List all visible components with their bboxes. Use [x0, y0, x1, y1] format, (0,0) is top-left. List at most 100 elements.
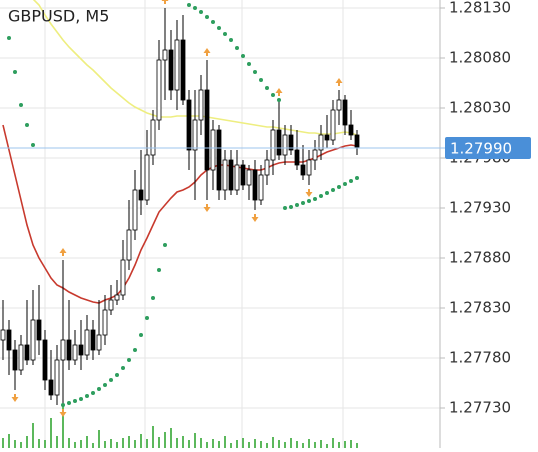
y-tick-label: 1.28080	[449, 49, 511, 67]
sar-dot	[115, 373, 119, 377]
sar-dot	[187, 3, 191, 7]
ma-line	[32, 0, 358, 136]
sar-dot	[331, 188, 335, 192]
candle-body	[216, 129, 222, 191]
volume-bar	[200, 438, 202, 448]
volume-bar	[44, 440, 46, 448]
volume-bar	[170, 428, 172, 448]
candle-body	[12, 349, 18, 371]
volume-bar	[68, 438, 70, 448]
candle-body	[306, 159, 312, 176]
sar-dot	[91, 391, 95, 395]
candle-body	[54, 359, 60, 396]
sar-dot	[13, 70, 17, 74]
sar-dot	[289, 205, 293, 209]
sar-dot	[67, 401, 71, 405]
candle-body	[234, 164, 240, 191]
sar-dot	[121, 366, 125, 370]
candle-body	[0, 329, 6, 341]
candle-body	[36, 319, 42, 341]
candle-body	[156, 59, 162, 121]
fractal-down	[305, 189, 313, 197]
volume-bar	[320, 440, 322, 448]
sar-dot	[79, 397, 83, 401]
volume-bar	[326, 444, 328, 448]
candle-body	[324, 134, 330, 141]
candle-body	[264, 159, 270, 176]
chart-title: GBPUSD, M5	[8, 7, 109, 26]
candle-body	[186, 99, 192, 151]
volume-bar	[158, 437, 160, 448]
volume-bar	[356, 443, 358, 448]
sar-dot	[349, 179, 353, 183]
volume-bar	[272, 437, 274, 448]
fractal-up	[59, 248, 67, 256]
sar-dot	[157, 268, 161, 272]
sar-dot	[307, 199, 311, 203]
volume-bar	[344, 441, 346, 448]
candle-body	[252, 169, 258, 201]
volume-bar	[218, 441, 220, 448]
volume-bar	[194, 433, 196, 448]
sar-dot	[325, 191, 329, 195]
candle-body	[348, 124, 354, 136]
volume-bar	[38, 439, 40, 448]
candle-body	[204, 89, 210, 171]
fractal-up	[275, 88, 283, 96]
sar-dot	[217, 26, 221, 30]
volume-bar	[62, 406, 64, 448]
candle-body	[138, 189, 144, 201]
volume-bar	[134, 440, 136, 448]
sar-dot	[271, 93, 275, 97]
current-price-label: 1.27990	[450, 140, 512, 158]
volume-bar	[152, 426, 154, 448]
fractal-up	[335, 78, 343, 86]
candle-body	[354, 134, 360, 148]
candle-body	[294, 149, 300, 166]
fractal-up	[203, 48, 211, 56]
sar-dot	[235, 46, 239, 50]
sar-dot	[313, 197, 317, 201]
candle-body	[300, 164, 306, 176]
sar-dot	[133, 348, 137, 352]
sar-dot	[61, 403, 65, 407]
sar-dot	[85, 394, 89, 398]
candle-body	[108, 299, 114, 311]
sar-dot	[199, 10, 203, 14]
volume-bar	[146, 439, 148, 448]
candle-body	[18, 344, 24, 371]
sar-dot	[319, 194, 323, 198]
volume-bar	[290, 438, 292, 448]
candle-body	[6, 329, 12, 351]
candle-body	[150, 119, 156, 156]
volume-bar	[8, 434, 10, 448]
y-tick-label: 1.27830	[449, 299, 511, 317]
volume-bar	[110, 439, 112, 448]
volume-bar	[116, 442, 118, 448]
volume-bar	[122, 438, 124, 448]
volume-bar	[176, 438, 178, 448]
volume-bar	[80, 440, 82, 448]
sar-dot	[103, 383, 107, 387]
volume-bar	[260, 441, 262, 448]
sar-dot	[253, 70, 257, 74]
candle-body	[72, 344, 78, 361]
candle-body	[162, 49, 168, 61]
sar-dot	[97, 387, 101, 391]
candle-body	[276, 129, 282, 156]
candle-body	[114, 294, 120, 301]
sar-dot	[193, 6, 197, 10]
candle-body	[246, 169, 252, 186]
candle-body	[288, 134, 294, 151]
fractal-down	[11, 394, 19, 402]
sar-dot	[145, 316, 149, 320]
sar-dot	[241, 54, 245, 58]
sar-dot	[163, 243, 167, 247]
candle-body	[198, 89, 204, 121]
sar-dot	[247, 62, 251, 66]
sar-dot	[139, 333, 143, 337]
volume-bar	[206, 442, 208, 448]
candle-body	[24, 344, 30, 361]
